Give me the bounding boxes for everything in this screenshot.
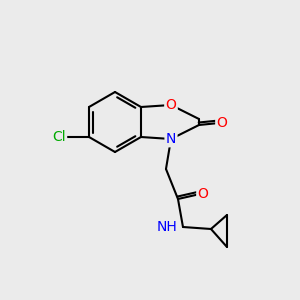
Text: N: N [166,132,176,146]
Text: NH: NH [156,220,177,234]
Text: O: O [166,98,176,112]
Text: O: O [197,187,208,201]
Text: O: O [217,116,227,130]
Text: Cl: Cl [52,130,66,144]
